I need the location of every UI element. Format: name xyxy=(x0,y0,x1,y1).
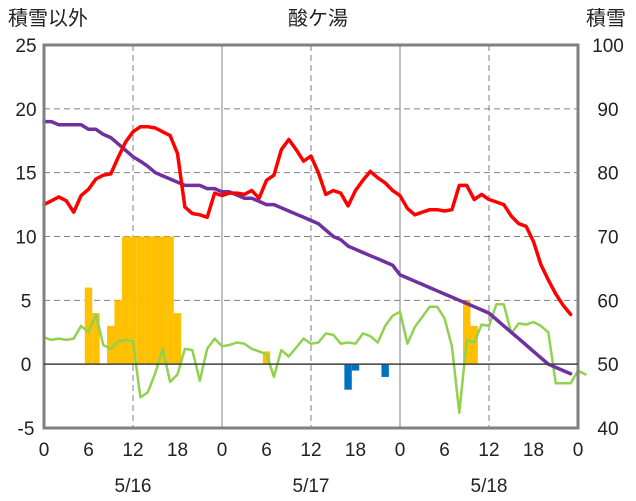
bar-hour-7 xyxy=(92,313,100,365)
bar-hour-17 xyxy=(166,236,174,365)
left-tick-label: 25 xyxy=(15,36,36,57)
red-line xyxy=(42,124,573,317)
bar-hour-16 xyxy=(158,236,167,365)
left-tick-label: 5 xyxy=(21,291,32,312)
x-tick-label: 0 xyxy=(39,440,50,461)
right-tick-label: 50 xyxy=(597,355,618,376)
bar-hour-11 xyxy=(121,236,130,365)
bar-hour-12 xyxy=(129,236,137,365)
left-tick-label: 15 xyxy=(15,164,36,185)
bar-hour-14 xyxy=(144,236,152,365)
x-tick-label: 18 xyxy=(345,440,366,461)
right-tick-label: 100 xyxy=(592,36,624,57)
right-axis-ticks: 40 50 60 70 80 90 100 xyxy=(592,36,624,440)
bar-hour-6 xyxy=(84,287,93,365)
bar-hour-18 xyxy=(173,313,182,365)
right-tick-label: 70 xyxy=(597,228,618,249)
x-tick-label: 6 xyxy=(261,440,272,461)
right-tick-label: 40 xyxy=(597,419,618,440)
bar-hour-10 xyxy=(114,300,122,365)
day-label: 5/17 xyxy=(293,476,330,497)
x-tick-label: 12 xyxy=(300,440,321,461)
day-labels: 5/16 5/17 5/18 xyxy=(115,476,508,497)
x-axis-ticks: 0 6 12 18 0 6 12 18 0 6 12 18 0 xyxy=(39,440,584,461)
bar-hour-41 xyxy=(344,364,352,390)
bar-hour-15 xyxy=(151,236,159,365)
x-tick-label: 0 xyxy=(395,440,406,461)
x-tick-label: 6 xyxy=(439,440,450,461)
x-tick-label: 6 xyxy=(83,440,94,461)
bar-hour-13 xyxy=(136,236,145,365)
day-label: 5/18 xyxy=(471,476,508,497)
x-tick-label: 12 xyxy=(478,440,499,461)
bars xyxy=(84,236,478,390)
x-tick-label: 18 xyxy=(167,440,188,461)
right-tick-label: 60 xyxy=(597,291,618,312)
left-tick-label: 20 xyxy=(15,100,36,121)
x-tick-label: 0 xyxy=(217,440,228,461)
bar-hour-58 xyxy=(470,325,478,365)
day-label: 5/16 xyxy=(115,476,152,497)
left-tick-label: 10 xyxy=(15,228,36,249)
left-tick-label: -5 xyxy=(18,419,35,440)
purple-line xyxy=(42,119,573,376)
right-tick-label: 80 xyxy=(597,164,618,185)
right-axis-label: 積雪 xyxy=(586,7,626,30)
chart-title: 酸ケ湯 xyxy=(288,7,348,30)
left-axis-ticks: -5 0 5 10 15 20 25 xyxy=(15,36,36,440)
green-line xyxy=(42,302,587,414)
x-tick-label: 12 xyxy=(122,440,143,461)
plot-frame xyxy=(42,43,580,430)
x-tick-label: 0 xyxy=(573,440,584,461)
bar-hour-42 xyxy=(351,364,360,371)
left-tick-label: 0 xyxy=(21,355,32,376)
bar-hour-57 xyxy=(463,300,471,365)
left-axis-label: 積雪以外 xyxy=(8,7,88,30)
right-tick-label: 90 xyxy=(597,100,618,121)
bar-hour-46 xyxy=(381,364,389,377)
series-lines xyxy=(42,119,587,414)
bar-hour-9 xyxy=(107,325,115,365)
x-tick-label: 18 xyxy=(523,440,544,461)
